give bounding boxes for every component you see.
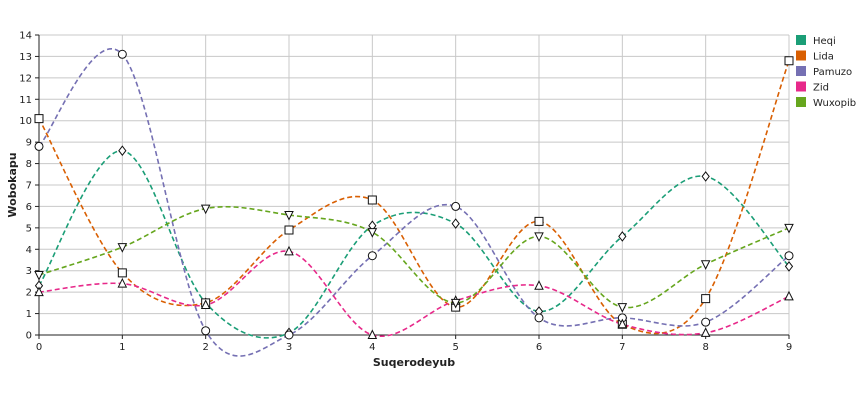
data-point-wuxopib bbox=[367, 228, 378, 238]
series-line-zid bbox=[38, 250, 790, 338]
data-point-wuxopib bbox=[534, 232, 544, 243]
x-tick-label: 9 bbox=[786, 342, 792, 353]
data-point-zid bbox=[34, 286, 44, 297]
data-point-zid bbox=[284, 245, 294, 256]
data-point-pamuzo bbox=[201, 326, 211, 336]
series-line-pamuzo bbox=[38, 48, 790, 357]
legend-swatch-zid bbox=[796, 81, 806, 92]
data-point-zid bbox=[617, 318, 628, 329]
data-point-wuxopib bbox=[784, 223, 794, 234]
legend: Heqi Lida Pamuzo Zid Wuxopib bbox=[796, 35, 856, 109]
data-point-heqi bbox=[618, 231, 627, 242]
x-tick-label: 1 bbox=[119, 342, 125, 353]
y-tick-label: 0 bbox=[26, 331, 32, 342]
legend-label-lida: Lida bbox=[813, 52, 834, 63]
legend-swatch-wuxopib bbox=[796, 97, 806, 107]
x-tick-label: 7 bbox=[619, 342, 625, 353]
data-point-wuxopib bbox=[284, 211, 294, 221]
y-tick-label: 1 bbox=[26, 309, 32, 320]
data-point-pamuzo bbox=[34, 141, 44, 151]
data-point-wuxopib bbox=[117, 243, 128, 253]
y-axis-title: Wobokapu bbox=[6, 152, 19, 217]
y-tick-label: 5 bbox=[26, 223, 32, 234]
data-point-heqi bbox=[451, 218, 460, 229]
y-tick-label: 10 bbox=[19, 116, 32, 127]
x-tick-label: 2 bbox=[202, 342, 208, 353]
x-tick-label: 5 bbox=[452, 342, 458, 353]
data-point-pamuzo bbox=[784, 251, 794, 261]
data-point-lida bbox=[367, 195, 377, 205]
y-tick-label: 2 bbox=[26, 288, 32, 299]
y-tick-label: 11 bbox=[19, 95, 32, 106]
y-tick-label: 8 bbox=[26, 159, 32, 170]
data-point-pamuzo bbox=[701, 317, 711, 327]
marker-layer bbox=[34, 49, 794, 340]
x-tick-label: 8 bbox=[702, 342, 708, 353]
series-layer bbox=[38, 48, 790, 357]
legend-label-zid: Zid bbox=[813, 83, 829, 94]
y-tick-label: 7 bbox=[26, 181, 32, 192]
grid bbox=[39, 34, 790, 335]
data-point-zid bbox=[200, 299, 211, 309]
series-line-heqi bbox=[38, 149, 790, 339]
legend-swatch-heqi bbox=[796, 35, 806, 45]
series-line-lida bbox=[38, 60, 790, 335]
data-point-wuxopib bbox=[700, 260, 711, 270]
y-tick-label: 3 bbox=[26, 266, 32, 277]
x-tick-label: 4 bbox=[369, 342, 375, 353]
y-tick-label: 6 bbox=[26, 202, 32, 213]
data-point-zid bbox=[367, 329, 378, 339]
data-point-zid bbox=[117, 277, 128, 288]
legend-swatch-lida bbox=[796, 50, 806, 61]
y-tick-label: 12 bbox=[19, 73, 32, 84]
x-tick-label: 0 bbox=[36, 342, 42, 353]
data-point-lida bbox=[534, 216, 544, 226]
legend-swatch-pamuzo bbox=[796, 66, 806, 76]
legend-label-wuxopib: Wuxopib bbox=[813, 98, 856, 109]
legend-label-pamuzo: Pamuzo bbox=[813, 67, 852, 78]
x-axis-title: Suqerodeyub bbox=[373, 356, 455, 369]
data-point-zid bbox=[534, 280, 544, 290]
data-point-pamuzo bbox=[451, 201, 461, 211]
data-point-wuxopib bbox=[450, 298, 461, 309]
data-point-wuxopib bbox=[617, 303, 628, 313]
data-point-pamuzo bbox=[284, 330, 294, 340]
y-tick-label: 13 bbox=[19, 52, 32, 63]
x-tick-label: 6 bbox=[536, 342, 542, 353]
x-tick-label: 3 bbox=[286, 342, 292, 353]
data-point-lida bbox=[117, 268, 127, 278]
data-point-lida bbox=[784, 56, 794, 66]
y-tick-label: 9 bbox=[26, 138, 32, 149]
data-point-wuxopib bbox=[200, 204, 211, 215]
y-tick-label: 14 bbox=[19, 31, 32, 42]
data-point-lida bbox=[34, 114, 44, 124]
data-point-lida bbox=[701, 294, 711, 304]
data-point-heqi bbox=[118, 145, 127, 157]
data-point-pamuzo bbox=[117, 49, 127, 59]
data-point-zid bbox=[784, 290, 794, 301]
data-point-lida bbox=[284, 225, 294, 235]
data-point-zid bbox=[700, 327, 711, 337]
series-line-wuxopib bbox=[38, 206, 790, 309]
data-point-wuxopib bbox=[34, 271, 44, 281]
legend-label-heqi: Heqi bbox=[813, 36, 836, 47]
data-point-heqi bbox=[701, 171, 710, 182]
data-point-pamuzo bbox=[367, 251, 377, 261]
data-point-heqi bbox=[784, 261, 794, 272]
x-tick-labels: 0 1 2 3 4 5 6 7 8 9 bbox=[36, 335, 792, 353]
y-tick-label: 4 bbox=[26, 245, 32, 256]
data-point-pamuzo bbox=[534, 313, 544, 323]
